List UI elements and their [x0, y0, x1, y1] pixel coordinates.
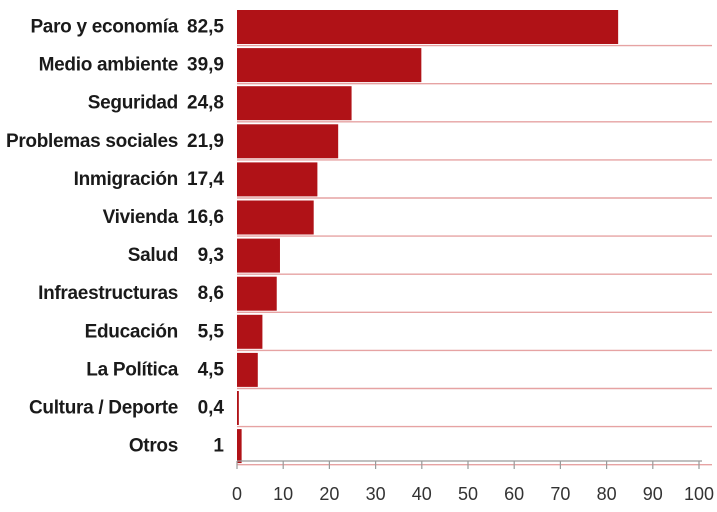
bar-educacion	[237, 314, 263, 349]
category-label-problemas-sociales: Problemas sociales	[6, 131, 178, 152]
value-label-salud: 9,3	[198, 245, 224, 266]
value-label-seguridad: 24,8	[187, 93, 224, 114]
bar-la-politica	[237, 352, 258, 387]
value-label-la-politica: 4,5	[198, 359, 225, 380]
value-label-infraestructuras: 8,6	[198, 283, 224, 304]
bar-cultura-deporte	[237, 391, 239, 425]
bar-infraestructuras	[237, 276, 277, 311]
value-label-inmigracion: 17,4	[187, 169, 224, 190]
bar-salud	[237, 238, 280, 273]
x-tick-label-40: 40	[412, 484, 432, 504]
x-tick-label-20: 20	[319, 484, 339, 504]
category-label-seguridad: Seguridad	[88, 93, 178, 114]
bar-vivienda	[237, 200, 314, 235]
x-tick-label-10: 10	[273, 484, 293, 504]
bar-seguridad	[237, 86, 352, 121]
value-label-educacion: 5,5	[198, 321, 225, 342]
category-label-cultura-deporte: Cultura / Deporte	[29, 398, 178, 419]
category-label-educacion: Educación	[85, 321, 178, 342]
category-label-infraestructuras: Infraestructuras	[38, 283, 178, 304]
x-tick-label-70: 70	[550, 484, 570, 504]
x-tick-label-80: 80	[597, 484, 617, 504]
category-label-paro-y-economia: Paro y economía	[30, 17, 178, 38]
category-label-medio-ambiente: Medio ambiente	[39, 55, 178, 76]
category-label-inmigracion: Inmigración	[74, 169, 178, 190]
value-labels: 82,5 39,9 24,8 21,9 17,4 16,6 9,3 8,6 5,5 4,5 0,4 1	[187, 17, 224, 457]
value-label-cultura-deporte: 0,4	[198, 398, 225, 419]
category-label-otros: Otros	[129, 436, 178, 457]
bar-otros	[237, 429, 242, 464]
bar-inmigracion	[237, 162, 318, 197]
value-label-problemas-sociales: 21,9	[187, 131, 224, 152]
value-label-paro-y-economia: 82,5	[187, 17, 224, 38]
x-axis: 0 10 20 30 40 50 60 70 80 90 100	[232, 460, 714, 504]
bar-problemas-sociales	[237, 124, 339, 159]
value-label-vivienda: 16,6	[187, 207, 224, 228]
bars	[237, 10, 619, 464]
category-label-vivienda: Vivienda	[103, 207, 179, 228]
category-labels: Paro y economía Medio ambiente Seguridad Pr…	[6, 17, 179, 457]
x-tick-label-100: 100	[684, 484, 714, 504]
x-tick-label-50: 50	[458, 484, 478, 504]
bar-medio-ambiente	[237, 48, 422, 83]
x-tick-label-60: 60	[504, 484, 524, 504]
value-label-otros: 1	[213, 436, 224, 457]
x-tick-label-0: 0	[232, 484, 242, 504]
category-label-la-politica: La Política	[86, 359, 178, 380]
row-lines	[237, 44, 712, 466]
bar-paro-y-economia	[237, 10, 619, 44]
x-tick-label-90: 90	[643, 484, 663, 504]
category-label-salud: Salud	[128, 245, 178, 266]
x-tick-label-30: 30	[366, 484, 386, 504]
value-label-medio-ambiente: 39,9	[187, 55, 224, 76]
